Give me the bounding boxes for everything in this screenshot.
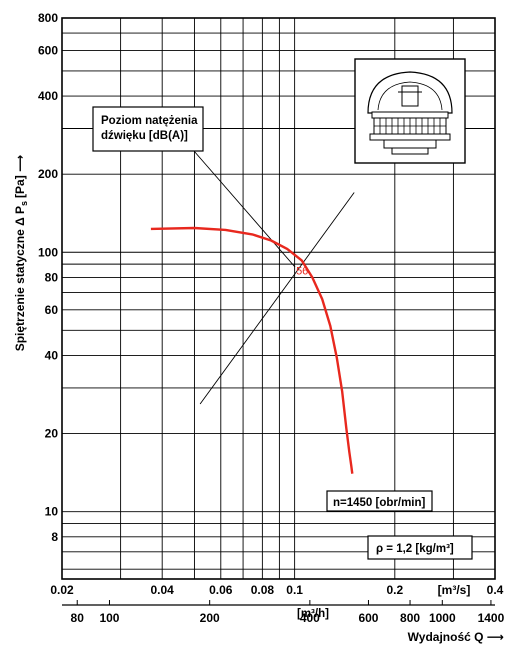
x2-tick-label: 1000 bbox=[429, 611, 456, 625]
x-tick-label: 0.08 bbox=[251, 583, 275, 597]
annotation-leader-line bbox=[193, 150, 296, 268]
y-tick-label: 10 bbox=[45, 505, 59, 519]
y-tick-label: 80 bbox=[45, 270, 59, 284]
x2-tick-label: 200 bbox=[200, 611, 220, 625]
y-axis-title: Spiętrzenie statyczne Δ Ps[Pa] ⟶ bbox=[13, 155, 29, 352]
y-tick-labels: 800 600 400 200 100 80 60 40 20 10 8 bbox=[38, 11, 58, 544]
x2-tick-label: 800 bbox=[400, 611, 420, 625]
sound-level-line bbox=[199, 192, 355, 405]
density-label-box bbox=[367, 535, 473, 560]
x2-tick-label: 600 bbox=[358, 611, 378, 625]
x-unit-bottom: [m³/h] bbox=[297, 608, 329, 620]
speed-label: n=1450 [obr/min] bbox=[333, 497, 426, 509]
x-tick-label: 0.06 bbox=[209, 583, 233, 597]
x-unit-top: [m³/s] bbox=[438, 583, 471, 597]
y-tick-label: 40 bbox=[45, 348, 59, 362]
x-tick-label: 0.4 bbox=[487, 583, 504, 597]
x2-tick-label: 1400 bbox=[478, 611, 505, 625]
x2-tick-labels: 80 100 200 400 600 800 1000 1400 bbox=[71, 600, 505, 625]
fan-curve-n1450 bbox=[150, 226, 354, 474]
grid bbox=[62, 17, 495, 579]
x2-tick-label: 400 bbox=[300, 611, 320, 625]
x2-tick-label: 80 bbox=[71, 611, 85, 625]
annotation-line-1: Poziom natężenia bbox=[101, 115, 198, 127]
x-axis-title: Wydajność Q ⟶ bbox=[408, 630, 504, 644]
plot-frame bbox=[61, 17, 496, 580]
roof-fan-icon bbox=[354, 58, 466, 164]
annotation-box bbox=[92, 106, 204, 152]
density-label: ρ = 1,2 [kg/m³] bbox=[376, 543, 454, 555]
y-tick-label: 200 bbox=[38, 167, 58, 181]
x-tick-labels: 0.02 0.04 0.06 0.08 0.1 0.2 0.4 bbox=[50, 583, 503, 597]
speed-label-box bbox=[326, 490, 433, 512]
x-tick-label: 0.04 bbox=[151, 583, 175, 597]
x-tick-label: 0.1 bbox=[286, 583, 303, 597]
annotation-line-2: dźwięku [dB(A)] bbox=[101, 130, 188, 142]
sound-level-value: 56 bbox=[296, 266, 308, 278]
y-tick-label: 60 bbox=[45, 303, 59, 317]
y-tick-label: 100 bbox=[38, 245, 58, 259]
x-tick-label: 0.02 bbox=[50, 583, 74, 597]
y-tick-label: 20 bbox=[45, 427, 59, 441]
y-tick-label: 400 bbox=[38, 89, 58, 103]
y-tick-label: 600 bbox=[38, 43, 58, 57]
y-tick-label: 800 bbox=[38, 11, 58, 25]
y-tick-label: 8 bbox=[51, 530, 58, 544]
x-tick-label: 0.2 bbox=[386, 583, 403, 597]
x2-tick-label: 100 bbox=[99, 611, 119, 625]
